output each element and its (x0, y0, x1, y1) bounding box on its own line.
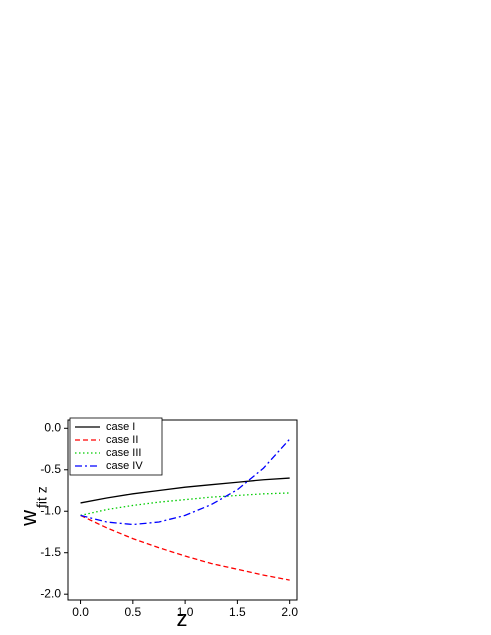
legend-label: case I (106, 421, 135, 433)
y-tick-label: -0.5 (40, 462, 61, 476)
y-axis-subscript: fit z (34, 486, 50, 508)
series-line (80, 438, 291, 526)
series-line (80, 477, 290, 504)
legend-label: case III (106, 447, 141, 459)
y-tick-label: -1.5 (40, 545, 61, 559)
x-tick-label: 0.0 (72, 605, 89, 619)
y-tick-label: -2.0 (40, 586, 61, 600)
y-axis-title-group: w fit z (16, 486, 50, 527)
y-tick-label: -1.0 (40, 503, 61, 517)
x-tick-label: 1.5 (229, 605, 246, 619)
x-tick-label: 1.0 (177, 605, 194, 619)
x-tick-label: 2.0 (281, 605, 298, 619)
series-line (80, 514, 290, 581)
y-tick-label: 0.0 (44, 420, 61, 434)
y-axis-title: w (16, 510, 41, 527)
legend-label: case II (106, 434, 138, 446)
series-line (80, 492, 290, 517)
x-tick-label: 0.5 (124, 605, 141, 619)
plot-frame (67, 419, 298, 601)
legend-label: case IV (106, 460, 143, 472)
x-axis-title: z (177, 606, 188, 631)
